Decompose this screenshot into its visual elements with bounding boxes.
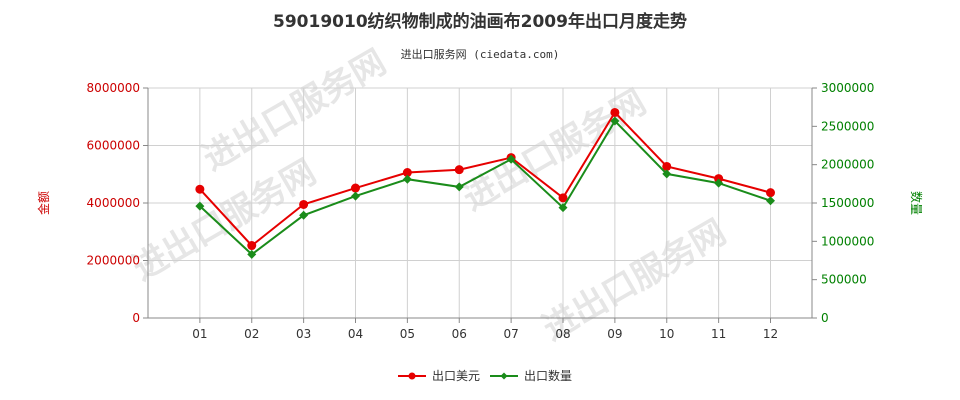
series-layer bbox=[195, 107, 775, 259]
series-1-point-10 bbox=[714, 178, 724, 188]
x-tick-label-9: 10 bbox=[659, 327, 674, 341]
series-0-point-11 bbox=[766, 188, 775, 198]
chart-title: 59019010纺织物制成的油画布2009年出口月度走势 bbox=[273, 11, 687, 32]
series-1-point-0 bbox=[195, 201, 205, 211]
x-axis-ticks: 01 02 03 04 05 06 07 08 09 10 11 12 bbox=[192, 318, 778, 341]
series-0-point-9 bbox=[662, 161, 672, 171]
x-tick-label-10: 11 bbox=[711, 327, 726, 341]
series-0-point-3 bbox=[351, 183, 360, 193]
right-tick-label-5: 2500000 bbox=[821, 119, 874, 133]
x-tick-label-11: 12 bbox=[763, 327, 778, 341]
x-tick-label-4: 05 bbox=[400, 327, 415, 341]
right-axis-label: 数量 bbox=[909, 191, 924, 215]
series-1-point-6 bbox=[506, 154, 516, 164]
right-tick-label-1: 500000 bbox=[821, 273, 867, 287]
series-1-point-3 bbox=[351, 191, 360, 201]
legend[interactable]: 出口美元 出口数量 bbox=[398, 368, 572, 383]
x-tick-label-0: 01 bbox=[192, 327, 207, 341]
right-tick-label-2: 1000000 bbox=[821, 234, 874, 248]
x-tick-label-7: 08 bbox=[555, 327, 570, 341]
series-0-point-1 bbox=[247, 241, 257, 251]
x-tick-label-6: 07 bbox=[503, 327, 518, 341]
series-0-point-8 bbox=[610, 107, 620, 117]
x-tick-label-8: 09 bbox=[607, 327, 622, 341]
series-1-point-11 bbox=[766, 196, 775, 206]
series-1-point-5 bbox=[454, 182, 464, 192]
series-0-point-5 bbox=[454, 165, 464, 175]
right-tick-label-0: 0 bbox=[821, 311, 829, 325]
left-tick-label-4: 8000000 bbox=[87, 81, 140, 95]
legend-marker-1 bbox=[500, 372, 508, 380]
series-0-point-4 bbox=[402, 168, 412, 178]
left-axis-label: 金额 bbox=[36, 191, 51, 215]
right-tick-label-6: 3000000 bbox=[821, 81, 874, 95]
legend-item-1[interactable]: 出口数量 bbox=[490, 368, 572, 383]
series-line-1 bbox=[199, 119, 771, 256]
series-1-point-8 bbox=[610, 116, 620, 126]
series-1-point-2 bbox=[299, 210, 309, 220]
series-0-point-10 bbox=[714, 174, 724, 184]
x-tick-label-5: 06 bbox=[452, 327, 467, 341]
series-1-point-9 bbox=[662, 169, 672, 179]
series-line-0 bbox=[199, 110, 771, 247]
right-tick-label-4: 2000000 bbox=[821, 158, 874, 172]
right-axis-ticks: 0 500000 1000000 1500000 2000000 2500000 30000… bbox=[812, 81, 874, 325]
series-1-point-7 bbox=[558, 203, 568, 213]
watermark-text-1: 进出口服务网 bbox=[456, 82, 653, 219]
left-axis-ticks: 0 2000000 4000000 6000000 8000000 bbox=[87, 81, 148, 325]
x-tick-label-2: 03 bbox=[296, 327, 311, 341]
left-tick-label-1: 2000000 bbox=[87, 254, 140, 268]
left-tick-label-0: 0 bbox=[132, 311, 140, 325]
series-0-point-7 bbox=[558, 193, 568, 203]
series-1-point-4 bbox=[402, 174, 412, 184]
chart-subtitle: 进出口服务网 (ciedata.com) bbox=[401, 47, 560, 61]
left-tick-label-2: 4000000 bbox=[87, 196, 140, 210]
right-tick-label-3: 1500000 bbox=[821, 196, 874, 210]
series-1-point-1 bbox=[247, 249, 257, 259]
series-0-point-2 bbox=[299, 199, 309, 209]
legend-label-1: 出口数量 bbox=[524, 368, 572, 383]
x-tick-label-1: 02 bbox=[244, 327, 259, 341]
legend-label-0: 出口美元 bbox=[432, 369, 480, 383]
legend-item-0[interactable]: 出口美元 bbox=[398, 369, 480, 383]
x-tick-label-3: 04 bbox=[348, 327, 363, 341]
left-tick-label-3: 6000000 bbox=[87, 139, 140, 153]
legend-marker-0 bbox=[408, 372, 416, 380]
series-0-point-0 bbox=[195, 184, 205, 194]
